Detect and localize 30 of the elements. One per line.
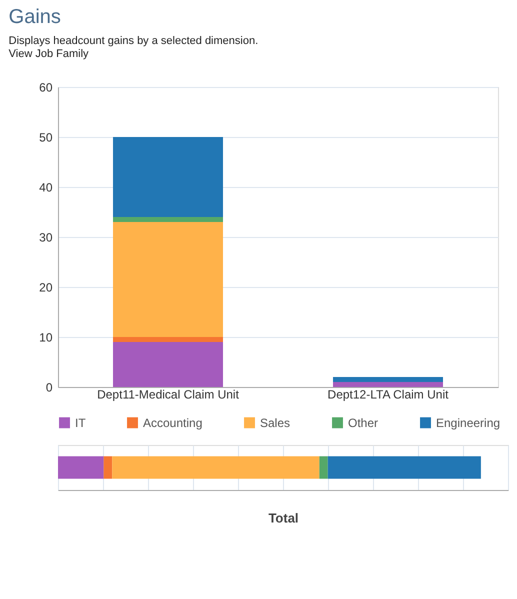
y-tick-label: 30 [39, 230, 53, 244]
bar [112, 456, 320, 479]
y-tick-label: 0 [46, 380, 53, 394]
legend-label: Accounting [143, 416, 202, 430]
y-tick-label: 10 [39, 330, 53, 344]
bar [328, 456, 481, 479]
legend-label: IT [75, 416, 86, 430]
bar [113, 217, 223, 222]
x-axis-title: Total [268, 510, 299, 526]
x-tick-label: Dept11-Medical Claim Unit [97, 388, 240, 402]
bar [104, 456, 112, 479]
legend-label: Sales [260, 416, 290, 430]
bar [58, 456, 104, 479]
legend-label: Engineering [436, 416, 500, 430]
y-tick-label: 40 [39, 180, 53, 194]
bar [319, 456, 328, 479]
chart-subtitle: Displays headcount gains by a selected dimension. [8, 35, 258, 47]
bar [113, 337, 223, 342]
y-tick-label: 50 [39, 130, 53, 144]
bar [333, 377, 443, 382]
x-tick-label: Dept12-LTA Claim Unit [328, 388, 450, 402]
bar [333, 382, 443, 387]
bar [113, 137, 223, 217]
chart-title: Gains [8, 6, 61, 28]
legend-label: Other [348, 416, 378, 430]
bar [113, 342, 223, 387]
y-tick-label: 20 [39, 280, 53, 294]
bar [113, 222, 223, 337]
text: View Job Family [8, 48, 89, 60]
y-tick-label: 60 [39, 80, 53, 94]
